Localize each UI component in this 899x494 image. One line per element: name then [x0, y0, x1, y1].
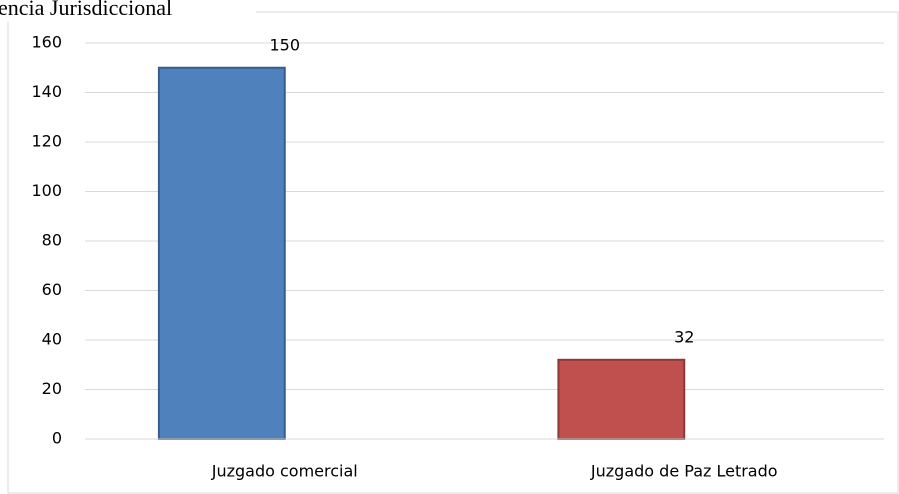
y-tick-label: 40 — [42, 330, 62, 349]
bar — [157, 66, 286, 440]
chart-frame — [7, 11, 899, 494]
data-label: 32 — [674, 327, 694, 346]
data-label: 150 — [269, 35, 300, 54]
y-tick-label: 100 — [31, 181, 62, 200]
title-background — [0, 0, 256, 22]
x-tick-label: Juzgado comercial — [211, 462, 358, 481]
x-tick-label: Juzgado de Paz Letrado — [590, 462, 778, 481]
y-tick-label: 20 — [42, 379, 62, 398]
y-tick-label: 80 — [42, 231, 62, 250]
chart-title: encia Jurisdiccional — [0, 0, 172, 20]
y-tick-label: 140 — [31, 82, 62, 101]
y-tick-label: 160 — [31, 33, 62, 52]
y-tick-label: 120 — [31, 132, 62, 151]
bar — [557, 358, 686, 440]
y-tick-label: 0 — [52, 429, 62, 448]
y-tick-label: 60 — [42, 280, 62, 299]
